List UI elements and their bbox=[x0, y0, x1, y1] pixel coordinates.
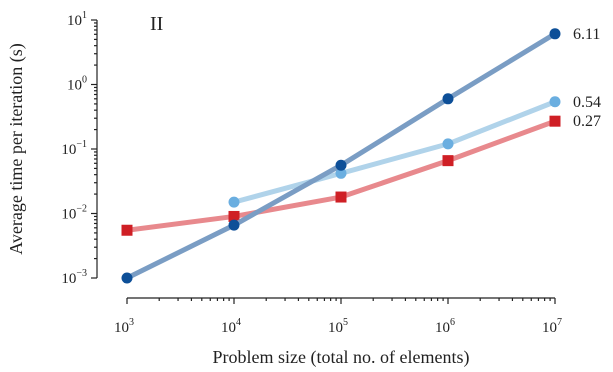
data-point bbox=[335, 191, 347, 203]
data-point bbox=[228, 219, 240, 231]
data-point bbox=[442, 155, 454, 167]
series-line bbox=[124, 31, 558, 281]
series-1: 0.27 bbox=[121, 113, 601, 236]
x-tick-label: 105 bbox=[328, 317, 348, 336]
series-layer: 0.27 0.54 6.11 bbox=[121, 26, 601, 284]
y-tick-label: 101 bbox=[67, 10, 87, 29]
data-point bbox=[549, 115, 561, 127]
data-point bbox=[335, 159, 347, 171]
x-tick-label: 103 bbox=[114, 317, 134, 336]
data-point bbox=[228, 196, 240, 208]
x-tick-label: 107 bbox=[542, 317, 562, 336]
data-point bbox=[549, 28, 561, 40]
y-tick-label: 10−3 bbox=[61, 268, 87, 287]
end-value-label: 0.27 bbox=[573, 113, 601, 130]
data-point bbox=[121, 272, 133, 284]
y-tick-label: 100 bbox=[67, 75, 87, 94]
series-3: 6.11 bbox=[121, 26, 600, 284]
x-ticks: 103 104 105 106 107 bbox=[114, 298, 562, 336]
data-point bbox=[442, 138, 454, 150]
x-tick-label: 106 bbox=[435, 317, 455, 336]
series-2: 0.54 bbox=[228, 94, 601, 208]
end-value-label: 0.54 bbox=[573, 94, 601, 111]
panel-label: II bbox=[150, 13, 163, 35]
data-point bbox=[442, 93, 454, 105]
x-tick-label: 104 bbox=[221, 317, 241, 336]
data-point bbox=[121, 224, 133, 236]
data-point bbox=[228, 210, 240, 222]
data-point bbox=[335, 167, 347, 179]
data-point bbox=[549, 96, 561, 108]
y-tick-label: 10−2 bbox=[61, 204, 87, 223]
y-axis-label: Average time per iteration (s) bbox=[6, 43, 27, 255]
x-axis-label: Problem size (total no. of elements) bbox=[213, 347, 470, 368]
y-tick-label: 10−1 bbox=[61, 139, 87, 158]
y-ticks: 10−3 10−2 10−1 100 101 bbox=[61, 10, 97, 287]
series-line bbox=[231, 99, 558, 205]
end-value-label: 6.11 bbox=[573, 26, 600, 43]
